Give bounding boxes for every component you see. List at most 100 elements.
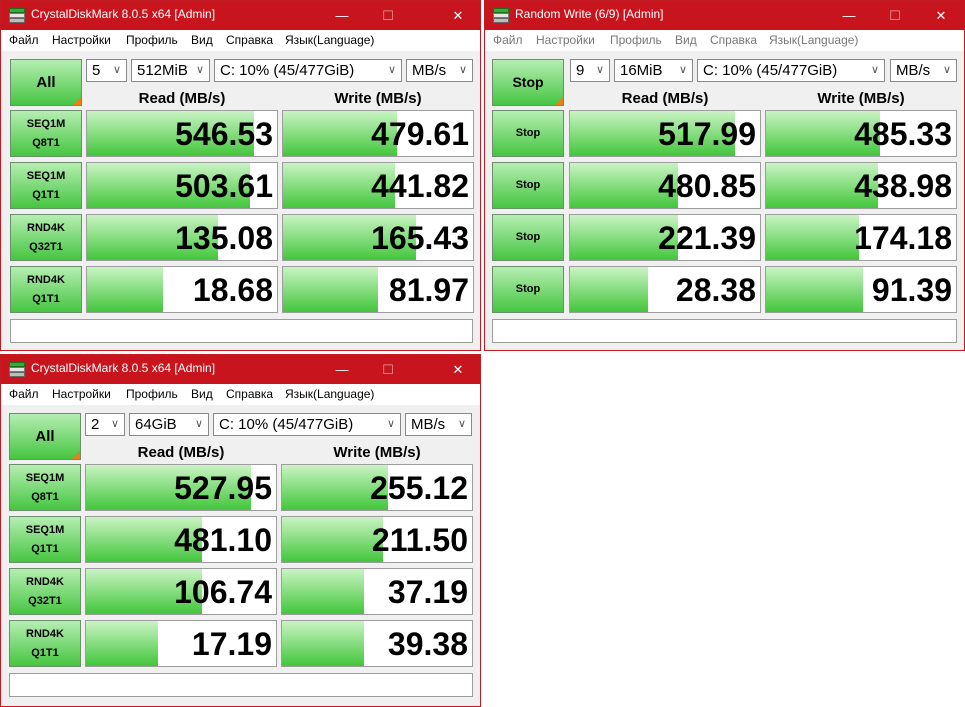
window-title: Random Write (6/9) [Admin] <box>515 7 664 21</box>
write-result-cell: 485.33 <box>765 110 957 157</box>
rnd4k-q32t1-button[interactable]: RND4K Q32T1 <box>9 568 81 615</box>
drive-select[interactable]: C: 10% (45/477GiB) ∨ <box>213 413 401 436</box>
menu-settings[interactable]: Настройки <box>52 33 111 47</box>
test-count-select[interactable]: 2 ∨ <box>85 413 125 436</box>
comment-input[interactable] <box>492 319 957 343</box>
result-bar <box>766 163 879 208</box>
test-count-value: 9 <box>576 62 585 79</box>
read-result-value: 28.38 <box>675 272 756 308</box>
seq1m-q8t1-button[interactable]: SEQ1M Q8T1 <box>9 464 81 511</box>
menu-file[interactable]: Файл <box>9 33 39 47</box>
menu-language[interactable]: Язык(Language) <box>285 387 375 401</box>
minimize-icon[interactable]: — <box>335 362 349 377</box>
drive-select[interactable]: C: 10% (45/477GiB) ∨ <box>214 59 402 82</box>
menu-file[interactable]: Файл <box>493 33 523 47</box>
window-title: CrystalDiskMark 8.0.5 x64 [Admin] <box>31 7 216 21</box>
rnd4k-q1t1-button[interactable]: RND4K Q1T1 <box>9 620 81 667</box>
test-size-select[interactable]: 16MiB ∨ <box>614 59 693 82</box>
test-count-select[interactable]: 5 ∨ <box>86 59 127 82</box>
result-bar <box>283 163 396 208</box>
minimize-icon[interactable]: — <box>842 8 856 23</box>
menu-settings[interactable]: Настройки <box>536 33 595 47</box>
stop-row-button[interactable]: Stop <box>492 162 564 209</box>
menu-bar: Файл Настройки Профиль Вид Справка Язык(… <box>485 30 964 51</box>
minimize-icon[interactable]: — <box>335 8 349 23</box>
menu-profile[interactable]: Профиль <box>610 33 662 47</box>
menu-view[interactable]: Вид <box>191 387 213 401</box>
all-button[interactable]: All <box>10 59 82 106</box>
test-size-select[interactable]: 64GiB ∨ <box>129 413 209 436</box>
result-bar <box>87 267 163 312</box>
unit-select[interactable]: MB/s ∨ <box>405 413 472 436</box>
close-icon[interactable]: ✕ <box>452 362 464 377</box>
write-result-cell: 91.39 <box>765 266 957 313</box>
write-result-cell: 174.18 <box>765 214 957 261</box>
read-result-value: 517.99 <box>658 116 756 152</box>
write-result-cell: 438.98 <box>765 162 957 209</box>
menu-file[interactable]: Файл <box>9 387 39 401</box>
test-count-value: 2 <box>91 416 100 433</box>
maximize-icon[interactable]: ☐ <box>382 8 394 23</box>
stop-row-button[interactable]: Stop <box>492 266 564 313</box>
menu-help[interactable]: Справка <box>226 33 274 47</box>
menu-language[interactable]: Язык(Language) <box>285 33 375 47</box>
window-title: CrystalDiskMark 8.0.5 x64 [Admin] <box>31 361 216 375</box>
menu-help[interactable]: Справка <box>226 387 274 401</box>
unit-value: MB/s <box>411 416 446 433</box>
read-result-value: 527.95 <box>174 470 272 506</box>
close-icon[interactable]: ✕ <box>452 8 464 23</box>
unit-value: MB/s <box>412 62 447 79</box>
comment-input[interactable] <box>9 673 473 697</box>
seq1m-q1t1-button[interactable]: SEQ1M Q1T1 <box>10 162 82 209</box>
row-label-line1: RND4K <box>26 628 64 640</box>
seq1m-q1t1-button[interactable]: SEQ1M Q1T1 <box>9 516 81 563</box>
stop-all-label: Stop <box>512 74 544 90</box>
seq1m-q8t1-button[interactable]: SEQ1M Q8T1 <box>10 110 82 157</box>
unit-select[interactable]: MB/s ∨ <box>890 59 957 82</box>
maximize-icon[interactable]: ☐ <box>889 8 901 23</box>
menu-view[interactable]: Вид <box>191 33 213 47</box>
chevron-down-icon: ∨ <box>458 64 468 76</box>
write-result-cell: 211.50 <box>281 516 473 563</box>
menu-profile[interactable]: Профиль <box>126 387 178 401</box>
read-result-cell: 17.19 <box>85 620 277 667</box>
menu-profile[interactable]: Профиль <box>126 33 178 47</box>
chevron-down-icon: ∨ <box>595 64 605 76</box>
rnd4k-q32t1-button[interactable]: RND4K Q32T1 <box>10 214 82 261</box>
chevron-down-icon: ∨ <box>678 64 688 76</box>
drive-select[interactable]: C: 10% (45/477GiB) ∨ <box>697 59 885 82</box>
menu-view[interactable]: Вид <box>675 33 697 47</box>
title-bar[interactable]: CrystalDiskMark 8.0.5 x64 [Admin] — ☐ ✕ <box>1 355 480 384</box>
write-result-cell: 39.38 <box>281 620 473 667</box>
write-header: Write (MB/s) <box>334 90 422 107</box>
menu-help[interactable]: Справка <box>710 33 758 47</box>
unit-select[interactable]: MB/s ∨ <box>406 59 473 82</box>
close-icon[interactable]: ✕ <box>935 8 947 23</box>
menu-settings[interactable]: Настройки <box>52 387 111 401</box>
title-bar[interactable]: Random Write (6/9) [Admin] — ☐ ✕ <box>485 1 964 30</box>
stop-row-button[interactable]: Stop <box>492 110 564 157</box>
test-count-select[interactable]: 9 ∨ <box>570 59 610 82</box>
chevron-down-icon: ∨ <box>942 64 952 76</box>
maximize-icon[interactable]: ☐ <box>382 362 394 377</box>
result-bar <box>282 465 389 510</box>
all-button[interactable]: All <box>9 413 81 460</box>
stop-all-button[interactable]: Stop <box>492 59 564 106</box>
chevron-down-icon: ∨ <box>194 418 204 430</box>
write-result-cell: 441.82 <box>282 162 474 209</box>
menu-language[interactable]: Язык(Language) <box>769 33 859 47</box>
rnd4k-q1t1-button[interactable]: RND4K Q1T1 <box>10 266 82 313</box>
write-header: Write (MB/s) <box>817 90 905 107</box>
title-bar[interactable]: CrystalDiskMark 8.0.5 x64 [Admin] — ☐ ✕ <box>1 1 480 30</box>
drive-value: C: 10% (45/477GiB) <box>219 416 354 433</box>
read-result-value: 221.39 <box>658 220 756 256</box>
read-result-cell: 481.10 <box>85 516 277 563</box>
test-size-select[interactable]: 512MiB ∨ <box>131 59 210 82</box>
read-result-cell: 221.39 <box>569 214 761 261</box>
row-label-line2: Q8T1 <box>31 491 59 503</box>
comment-input[interactable] <box>10 319 473 343</box>
result-bar <box>86 569 202 614</box>
read-result-cell: 517.99 <box>569 110 761 157</box>
stop-row-button[interactable]: Stop <box>492 214 564 261</box>
main-panel: All 5 ∨ 512MiB ∨ C: 10% (45/477GiB) ∨ MB/s ∨… <box>1 51 480 350</box>
